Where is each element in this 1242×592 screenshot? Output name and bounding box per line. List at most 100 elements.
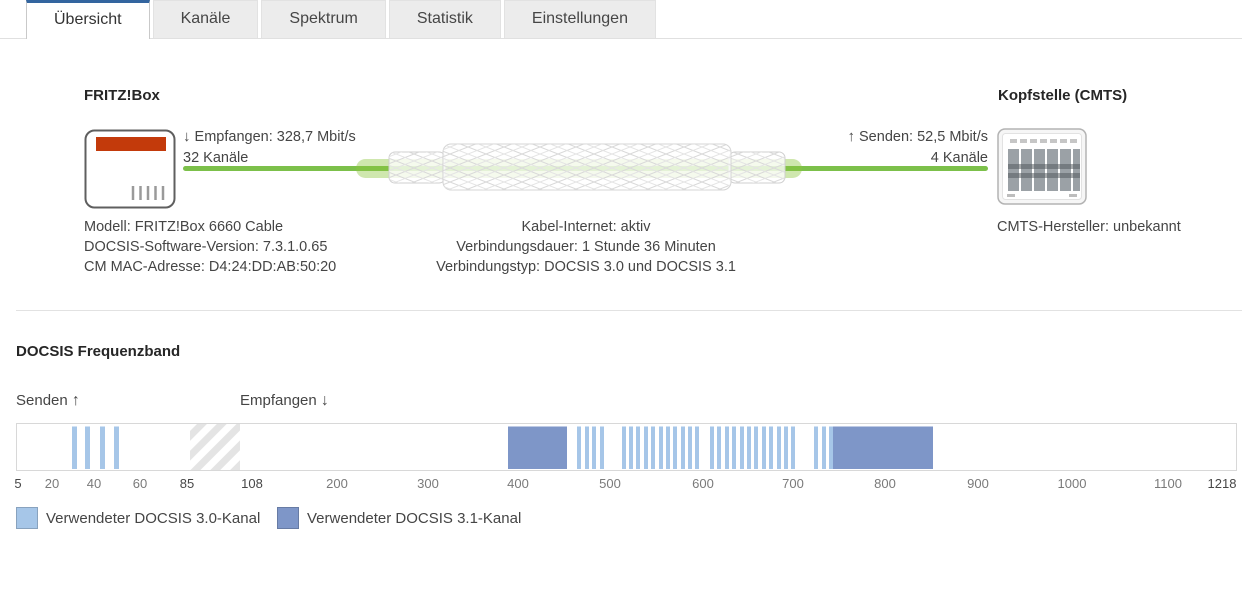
- upstream-info: ↑ Senden: 52,5 Mbit/s 4 Kanäle: [688, 126, 988, 169]
- channel-docsis-3.0: [740, 426, 744, 469]
- frequency-band-title: DOCSIS Frequenzband: [16, 343, 181, 360]
- axis-tick-108: 108: [241, 476, 263, 491]
- legend-item-docsis31: Verwendeter DOCSIS 3.1-Kanal: [277, 507, 521, 529]
- downstream-rate: Empfangen: 328,7 Mbit/s: [194, 129, 356, 145]
- axis-tick-900: 900: [967, 476, 989, 491]
- channel-docsis-3.0: [629, 426, 633, 469]
- connection-duration: Verbindungsdauer: 1 Stunde 36 Minuten: [456, 239, 716, 255]
- channel-docsis-3.0: [791, 426, 795, 469]
- axis-tick-1218: 1218: [1208, 476, 1237, 491]
- legend-swatch: [277, 507, 299, 529]
- channel-docsis-3.0: [688, 426, 692, 469]
- router-vents: [131, 186, 165, 200]
- channel-docsis-3.0: [769, 426, 773, 469]
- docsis-software-version: DOCSIS-Software-Version: 7.3.1.0.65: [84, 239, 328, 255]
- channel-docsis-3.1: [833, 426, 933, 469]
- axis-tick-60: 60: [133, 476, 147, 491]
- axis-tick-700: 700: [782, 476, 804, 491]
- channel-docsis-3.0: [673, 426, 677, 469]
- channel-docsis-3.0: [100, 426, 105, 469]
- receive-band-label: Empfangen ↓: [240, 392, 329, 410]
- channel-docsis-3.0: [72, 426, 77, 469]
- axis-tick-300: 300: [417, 476, 439, 491]
- legend-label-docsis31: Verwendeter DOCSIS 3.1-Kanal: [307, 509, 522, 527]
- tab-uebersicht[interactable]: Übersicht: [26, 0, 150, 39]
- modem-model: Modell: FRITZ!Box 6660 Cable: [84, 219, 284, 235]
- downstream-info: ↓ Empfangen: 328,7 Mbit/s 32 Kanäle: [183, 126, 356, 169]
- channel-docsis-3.0: [762, 426, 766, 469]
- channel-docsis-3.0: [777, 426, 781, 469]
- channel-docsis-3.0: [636, 426, 640, 469]
- tab-kanaele[interactable]: Kanäle: [152, 0, 259, 38]
- connection-info: Kabel-Internet: aktiv Verbindungsdauer: …: [406, 217, 766, 277]
- channel-docsis-3.0: [681, 426, 685, 469]
- tab-statistik[interactable]: Statistik: [388, 0, 501, 38]
- legend-item-docsis30: Verwendeter DOCSIS 3.0-Kanal: [16, 507, 260, 529]
- axis-tick-20: 20: [45, 476, 59, 491]
- tab-einstellungen[interactable]: Einstellungen: [503, 0, 656, 38]
- router-red-top: [96, 137, 166, 151]
- cm-mac-address: CM MAC-Adresse: D4:24:DD:AB:50:20: [84, 259, 337, 275]
- send-band-text: Senden: [16, 392, 68, 409]
- channel-docsis-3.0: [592, 426, 596, 469]
- channel-docsis-3.0: [822, 426, 826, 469]
- axis-tick-800: 800: [874, 476, 896, 491]
- cmts-title: Kopfstelle (CMTS): [998, 87, 1128, 104]
- send-arrow-icon: ↑: [71, 392, 80, 409]
- cmts-top-dashes: [1010, 139, 1077, 143]
- download-arrow-icon: ↓: [183, 128, 191, 145]
- cmts-bottom-dashes: [1007, 194, 1077, 197]
- section-divider: [16, 310, 1242, 311]
- axis-tick-5: 5: [14, 476, 21, 491]
- tab-spektrum[interactable]: Spektrum: [261, 0, 386, 38]
- channel-docsis-3.0: [829, 426, 833, 469]
- downstream-channel-count: 32 Kanäle: [183, 150, 249, 166]
- channel-docsis-3.0: [622, 426, 626, 469]
- channel-docsis-3.0: [600, 426, 604, 469]
- channel-docsis-3.0: [747, 426, 751, 469]
- channel-docsis-3.0: [695, 426, 699, 469]
- cmts-rack-icon: [997, 128, 1087, 205]
- axis-tick-40: 40: [87, 476, 101, 491]
- axis-tick-400: 400: [507, 476, 529, 491]
- tab-bar: Übersicht Kanäle Spektrum Statistik Einstell…: [0, 0, 1242, 39]
- cable-connection-graphic: [183, 143, 988, 191]
- axis-tick-1000: 1000: [1058, 476, 1087, 491]
- channel-docsis-3.0: [644, 426, 648, 469]
- channel-docsis-3.0: [577, 426, 581, 469]
- channel-docsis-3.0: [814, 426, 818, 469]
- cmts-slot-bars: [1008, 149, 1080, 191]
- legend-label-docsis30: Verwendeter DOCSIS 3.0-Kanal: [46, 509, 261, 527]
- channel-docsis-3.0: [717, 426, 721, 469]
- guard-band-hatch: [190, 424, 240, 470]
- channel-docsis-3.0: [732, 426, 736, 469]
- axis-tick-200: 200: [326, 476, 348, 491]
- cmts-vendor: CMTS-Hersteller: unbekannt: [997, 219, 1181, 235]
- upstream-channel-count: 4 Kanäle: [930, 150, 988, 166]
- channel-docsis-3.0: [114, 426, 119, 469]
- cmts-bar-stripes: [1008, 164, 1080, 178]
- channel-docsis-3.0: [659, 426, 663, 469]
- axis-tick-500: 500: [599, 476, 621, 491]
- upstream-rate: Senden: 52,5 Mbit/s: [859, 129, 988, 145]
- channel-docsis-3.0: [651, 426, 655, 469]
- receive-arrow-icon: ↓: [320, 392, 329, 409]
- upload-arrow-icon: ↑: [847, 128, 855, 145]
- send-band-label: Senden ↑: [16, 392, 80, 410]
- cable-internet-status: Kabel-Internet: aktiv: [521, 219, 651, 235]
- channel-docsis-3.0: [754, 426, 758, 469]
- channel-docsis-3.0: [666, 426, 670, 469]
- channel-docsis-3.0: [85, 426, 90, 469]
- axis-tick-1100: 1100: [1154, 476, 1182, 491]
- connection-type: Verbindungstyp: DOCSIS 3.0 und DOCSIS 3.…: [436, 259, 736, 275]
- channel-docsis-3.0: [585, 426, 589, 469]
- channel-docsis-3.0: [725, 426, 729, 469]
- channel-docsis-3.0: [784, 426, 788, 469]
- fritzbox-title: FRITZ!Box: [84, 87, 160, 104]
- legend-swatch: [16, 507, 38, 529]
- axis-tick-85: 85: [180, 476, 194, 491]
- axis-tick-600: 600: [692, 476, 714, 491]
- coax-cable-mesh: [388, 143, 786, 191]
- frequency-band-chart: 5 20 40 60 85 108 200 300 400 500 600 700 800 900 1000…: [14, 423, 1237, 491]
